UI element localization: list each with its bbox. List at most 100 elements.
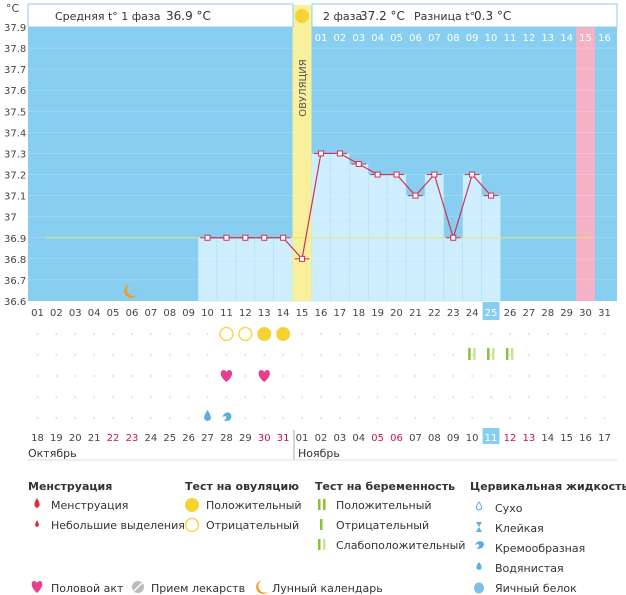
y-tick-labels: 37.9 37.8 37.7 37.6 37.5 37.4 37.3 37.2 37.1 37 36… <box>4 23 26 308</box>
grid-dot <box>414 375 417 377</box>
top-day-label: 07 <box>428 33 441 44</box>
date-label: 28 <box>220 433 233 444</box>
legend-ovulation-title: Тест на овуляцию <box>185 480 299 493</box>
grid-dot <box>338 354 341 356</box>
legend-ovulation-negative: Отрицательный <box>206 519 299 532</box>
grid-dot <box>395 375 398 377</box>
date-label: 05 <box>371 433 384 444</box>
temp-point-day-16 <box>317 150 324 157</box>
grid-dot <box>527 354 530 356</box>
date-label: 15 <box>560 433 573 444</box>
grid-dot <box>584 333 587 335</box>
grid-dot <box>319 417 322 419</box>
grid-dot <box>130 333 133 335</box>
date-label: 10 <box>466 433 479 444</box>
grid-dot <box>452 354 455 356</box>
top-day-label: 12 <box>522 33 535 44</box>
phase1-box <box>27 3 294 28</box>
grid-dot <box>130 417 133 419</box>
grid-dot <box>319 396 322 398</box>
grid-dot <box>452 396 455 398</box>
top-day-label: 08 <box>447 33 460 44</box>
grid-dot <box>414 354 417 356</box>
y-tick-label: 37.5 <box>4 107 26 118</box>
top-day-label: 09 <box>466 33 479 44</box>
y-tick-label: 37.7 <box>4 65 26 76</box>
date-label: 22 <box>107 433 120 444</box>
cycle-day-label: 28 <box>541 308 554 319</box>
pregnancy-test-weak-line <box>473 348 476 360</box>
grid-dot <box>357 354 360 356</box>
cervical-creamy-icon <box>475 541 484 549</box>
ovulation-label: ОВУЛЯЦИЯ <box>298 59 309 117</box>
cycle-day-label: 16 <box>315 308 328 319</box>
date-label: 29 <box>239 433 252 444</box>
grid-dot <box>149 417 152 419</box>
grid-dot <box>584 396 587 398</box>
cycle-day-label: 18 <box>352 308 365 319</box>
grid-dot <box>319 354 322 356</box>
grid-dot <box>206 333 209 335</box>
diff-label: Разница t° <box>414 10 475 23</box>
grid-dot <box>584 417 587 419</box>
moon-phase-mark <box>124 284 137 298</box>
grid-dot <box>36 396 39 398</box>
cycle-day-label: 05 <box>107 308 120 319</box>
temp-point-day-19 <box>374 171 381 178</box>
diff-value: 0.3 °C <box>474 9 511 23</box>
temp-point-day-13 <box>261 234 268 241</box>
legend-menstruation-item: Менструация <box>51 499 128 512</box>
grid-dot <box>357 396 360 398</box>
date-label: 26 <box>182 433 195 444</box>
cycle-day-label: 11 <box>220 308 233 319</box>
cycle-day-labels: 01 02 03 04 05 06 07 08 09 10 11 12 13 14 15 16 17 18 19 20… <box>31 302 611 320</box>
legend-cervical: Цервикальная жидкость Сухо Клейкая Кремо… <box>470 480 626 595</box>
grid-dot <box>319 375 322 377</box>
grid-dot <box>282 396 285 398</box>
y-tick-label: 37.1 <box>4 192 26 203</box>
grid-dot <box>130 354 133 356</box>
temp-point-day-14 <box>280 234 287 241</box>
grid-dot <box>301 333 304 335</box>
grid-dot <box>338 417 341 419</box>
legend-pregnancy-negative: Отрицательный <box>336 519 429 532</box>
cervical-watery-icon <box>476 562 482 570</box>
month-october: Октябрь <box>28 447 77 460</box>
phase2-box <box>311 3 618 28</box>
intercourse-heart-icon <box>220 370 233 382</box>
y-tick-label: 37.9 <box>4 23 26 34</box>
grid-dot <box>471 354 474 356</box>
date-label: 08 <box>428 433 441 444</box>
temp-point-day-20 <box>393 171 400 178</box>
grid-dot <box>187 417 190 419</box>
grid-dot <box>357 333 360 335</box>
temp-point-day-25 <box>488 192 495 199</box>
grid-dot <box>301 354 304 356</box>
grid-dot <box>414 417 417 419</box>
grid-dot <box>433 375 436 377</box>
grid-dot <box>93 354 96 356</box>
y-tick-label: 36.6 <box>4 297 26 308</box>
cervical-watery-mark <box>204 410 211 421</box>
top-day-label: 02 <box>333 33 346 44</box>
top-day-label: 13 <box>541 33 554 44</box>
cycle-day-label: 27 <box>522 308 535 319</box>
legend-pregnancy-positive: Положительный <box>336 499 432 512</box>
cycle-day-label: 26 <box>504 308 517 319</box>
grid-dot <box>74 333 77 335</box>
legend-ovulation-test: Тест на овуляцию Положительный Отрицател… <box>184 480 302 533</box>
grid-dot <box>527 396 530 398</box>
grid-dot <box>301 396 304 398</box>
grid-dot <box>376 354 379 356</box>
today-cycle-highlight <box>482 302 500 320</box>
grid-dot <box>149 396 152 398</box>
grid-dot <box>508 354 511 356</box>
cycle-day-label: 25 <box>485 308 498 319</box>
temp-point-day-11 <box>223 234 230 241</box>
cervical-dry-icon <box>475 501 483 511</box>
ovulation-marker-icon <box>295 9 310 23</box>
grid-dot <box>452 333 455 335</box>
legend-ovulation-positive: Положительный <box>206 499 302 512</box>
grid-dot <box>225 354 228 356</box>
y-tick-label: 37.4 <box>4 128 26 139</box>
